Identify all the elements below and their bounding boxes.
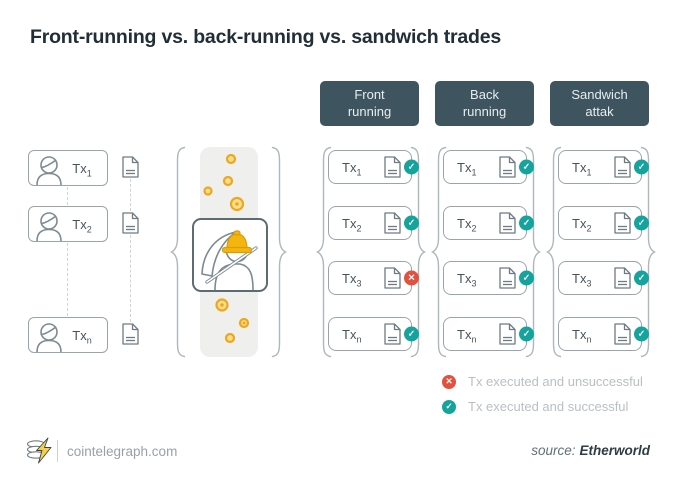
tx-box: Tx3 — [443, 261, 534, 295]
document-icon — [499, 156, 516, 178]
tx-label: Txn — [572, 326, 592, 345]
dashed-connector — [67, 243, 68, 316]
document-icon — [122, 156, 139, 178]
tx-box: Tx1 — [558, 150, 649, 184]
tx-label: Tx2 — [342, 215, 362, 234]
tx-label: Tx3 — [342, 270, 362, 289]
tx-box: Tx2 — [443, 206, 534, 240]
status-badge — [404, 326, 419, 342]
tx-label: Tx1 — [457, 159, 477, 178]
tx-label: Tx3 — [572, 270, 592, 289]
status-badge — [404, 215, 419, 231]
tx-label: Tx3 — [457, 270, 477, 289]
tx-box: Tx3 — [328, 261, 419, 295]
tx-box: Tx3 — [558, 261, 649, 295]
brand-url[interactable]: cointelegraph.com — [67, 444, 178, 459]
user-icon — [36, 212, 62, 241]
document-icon — [384, 323, 401, 345]
user-icon — [36, 323, 62, 352]
right-brace — [271, 146, 287, 358]
document-icon — [614, 323, 631, 345]
dashed-connector — [67, 187, 68, 205]
tx-box: Txn — [328, 317, 419, 351]
tx-box: Txn — [558, 317, 649, 351]
sender-box: Tx1 — [28, 150, 108, 186]
status-badge — [404, 159, 419, 175]
tx-label: Tx1 — [342, 159, 362, 178]
source-value: Etherworld — [579, 443, 650, 458]
miner-box — [192, 218, 268, 292]
coins-icon — [203, 153, 250, 344]
source-credit: source: Etherworld — [531, 443, 650, 458]
tx-label: Tx2 — [572, 215, 592, 234]
status-badge — [634, 270, 649, 286]
legend-label: Tx executed and successful — [468, 399, 629, 414]
footer-divider — [57, 440, 58, 462]
fail-badge-icon — [442, 374, 456, 389]
tx-box: Tx2 — [328, 206, 419, 240]
left-brace — [431, 146, 447, 358]
document-icon — [614, 156, 631, 178]
dashed-connector — [130, 235, 131, 322]
column-header-front-running: Front running — [320, 81, 419, 126]
diagram-title: Front-running vs. back-running vs. sandw… — [30, 26, 502, 48]
dashed-connector — [130, 179, 131, 211]
right-brace — [410, 146, 426, 358]
document-icon — [614, 212, 631, 234]
tx-label: Txn — [72, 327, 92, 346]
legend-item: Tx executed and unsuccessful — [442, 374, 643, 389]
status-badge — [634, 326, 649, 342]
user-icon — [36, 156, 62, 185]
right-brace — [640, 146, 656, 358]
success-badge-icon — [442, 399, 456, 414]
column-header-sandwich-attack: Sandwich attak — [550, 81, 649, 126]
document-icon — [614, 267, 631, 289]
column-header-back-running: Back running — [435, 81, 534, 126]
status-badge — [634, 215, 649, 231]
legend-label: Tx executed and unsuccessful — [468, 374, 643, 389]
left-brace — [170, 146, 186, 358]
tx-label: Tx2 — [457, 215, 477, 234]
tx-label: Tx2 — [72, 216, 92, 235]
document-icon — [499, 267, 516, 289]
tx-label: Txn — [342, 326, 362, 345]
document-icon — [122, 212, 139, 234]
document-icon — [499, 212, 516, 234]
cointelegraph-logo — [26, 437, 52, 464]
tx-box: Txn — [443, 317, 534, 351]
sender-box: Tx2 — [28, 206, 108, 242]
sender-box: Txn — [28, 317, 108, 353]
document-icon — [384, 156, 401, 178]
tx-box: Tx1 — [443, 150, 534, 184]
left-brace — [316, 146, 332, 358]
miner-icon — [201, 230, 258, 291]
status-badge — [519, 270, 534, 286]
tx-box: Tx1 — [328, 150, 419, 184]
status-badge — [519, 159, 534, 175]
legend-item: Tx executed and successful — [442, 399, 628, 414]
source-label: source: — [531, 443, 576, 458]
document-icon — [122, 323, 139, 345]
document-icon — [384, 212, 401, 234]
tx-label: Tx1 — [572, 159, 592, 178]
tx-box: Tx2 — [558, 206, 649, 240]
status-badge — [519, 215, 534, 231]
status-badge — [519, 326, 534, 342]
tx-label: Tx1 — [72, 160, 92, 179]
status-badge — [404, 270, 419, 286]
document-icon — [499, 323, 516, 345]
right-brace — [525, 146, 541, 358]
document-icon — [384, 267, 401, 289]
left-brace — [546, 146, 562, 358]
tx-label: Txn — [457, 326, 477, 345]
status-badge — [634, 159, 649, 175]
